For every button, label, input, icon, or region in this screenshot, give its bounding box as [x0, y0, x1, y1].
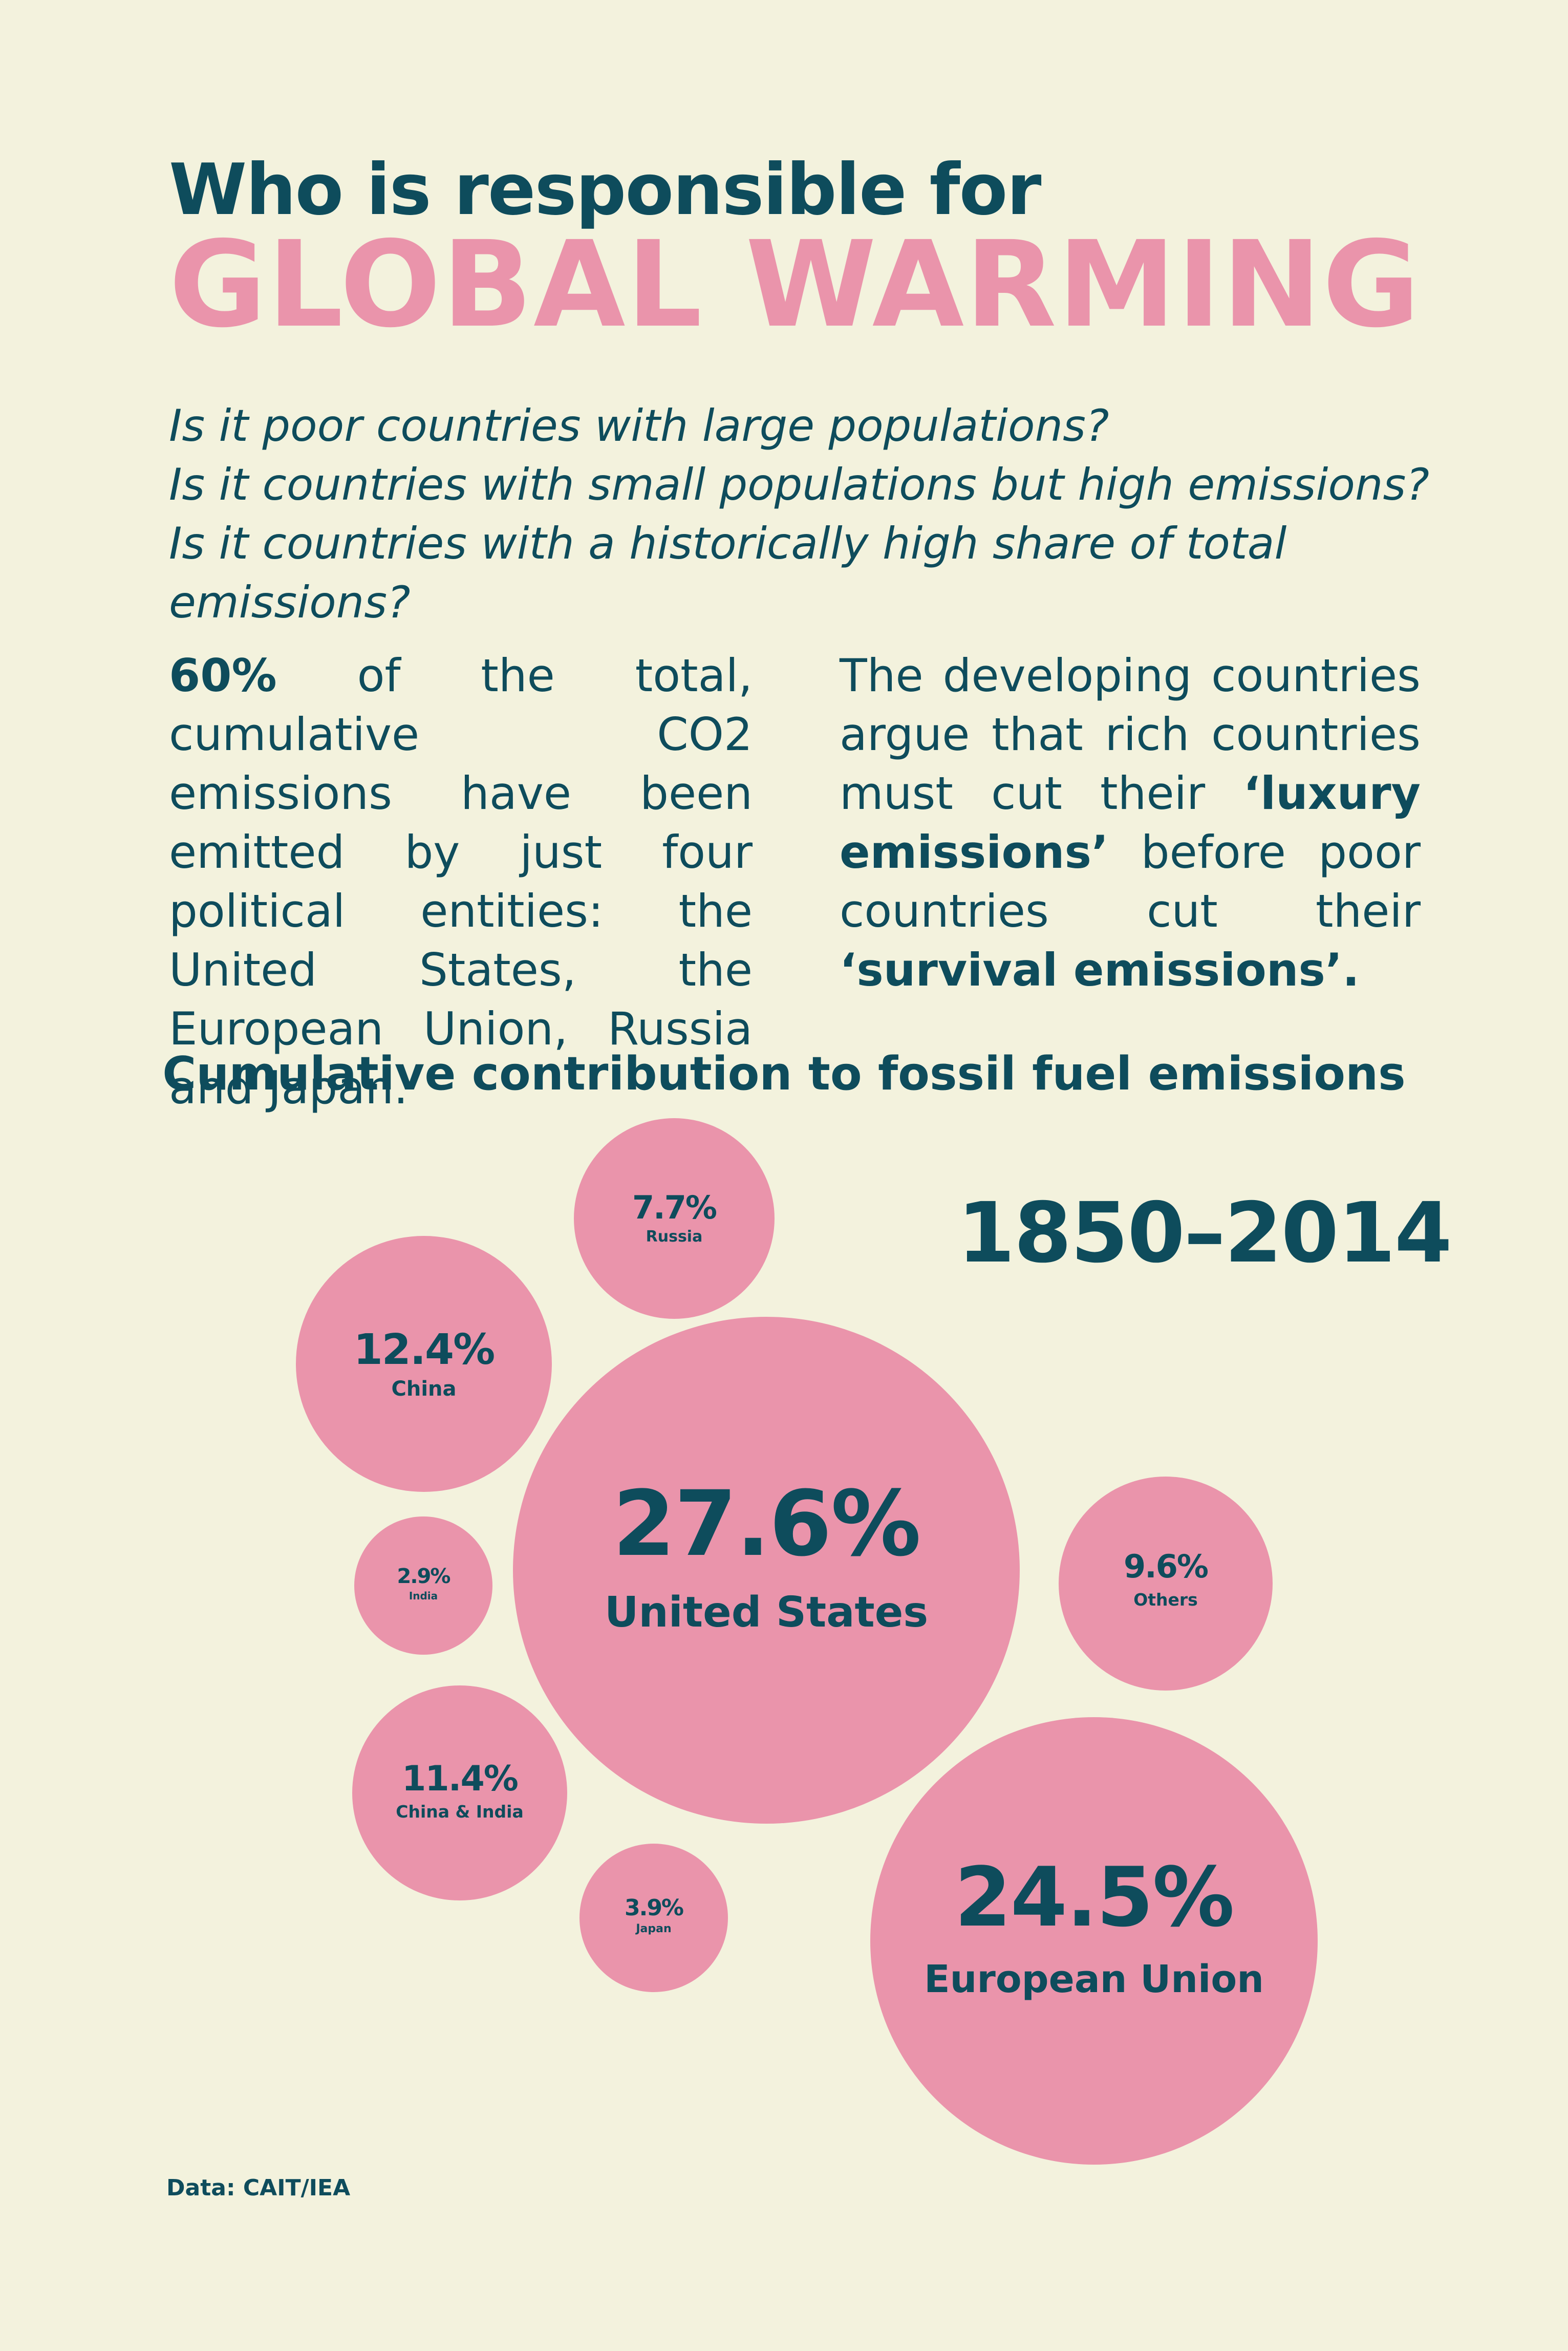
left-paragraph-text: of the total, cumulative CO2 emissions h…	[169, 649, 753, 1114]
left-paragraph: 60% of the total, cumulative CO2 emissio…	[169, 646, 753, 1117]
right-paragraph-text-2: before poor countries cut their	[840, 826, 1421, 937]
bubble-value-india: 2.9%	[397, 1565, 450, 1588]
question-2: Is it countries with small populations b…	[169, 459, 1430, 510]
bubble-label-japan: Japan	[635, 1922, 671, 1935]
right-paragraph-highlight-2: ‘survival emissions’.	[840, 944, 1360, 996]
bubble-label-united-states: United States	[605, 1588, 928, 1637]
bubble-russia: 7.7% Russia	[574, 1118, 775, 1319]
bubble-value-russia: 7.7%	[632, 1189, 717, 1226]
bubble-japan: 3.9%Japan	[579, 1844, 728, 1992]
bubble-circle-india	[354, 1516, 492, 1655]
title-line-2: GLOBAL WARMING	[169, 216, 1421, 354]
bubble-circle-china	[296, 1236, 552, 1492]
question-3-continued: emissions?	[169, 577, 411, 628]
bubble-circle-china-india	[352, 1685, 567, 1900]
bubble-circle-united-states	[513, 1317, 1020, 1824]
bubble-value-others: 9.6%	[1124, 1548, 1208, 1585]
bubble-india: 2.9% India	[354, 1516, 492, 1655]
left-paragraph-highlight: 60%	[169, 649, 277, 702]
bubble-value-united-states: 27.6%	[613, 1471, 920, 1576]
bubble-circle-others	[1059, 1477, 1273, 1691]
right-paragraph: The developing countries argue that rich…	[840, 646, 1421, 999]
right-paragraph-highlight-1: ‘luxury emissions’	[840, 767, 1421, 879]
title-line-1: Who is responsible for	[169, 148, 1041, 231]
bubble-european-union: 24.5% European Union	[870, 1717, 1318, 2165]
bubble-china: 12.4% China	[296, 1236, 552, 1492]
bubble-label-china-india: China & India	[396, 1802, 524, 1822]
bubble-label-china: China	[391, 1377, 456, 1401]
chart-period: 1850–2014	[957, 1185, 1452, 1281]
right-paragraph-text-1: The developing countries argue that rich…	[840, 649, 1421, 820]
bubble-label-russia: Russia	[646, 1228, 703, 1246]
bubble-circle-russia	[574, 1118, 775, 1319]
bubble-circle-japan	[579, 1844, 728, 1992]
questions-block: Is it poor countries with large populati…	[169, 397, 1430, 632]
question-3: Is it countries with a historically high…	[169, 518, 1287, 569]
bubble-label-india: India	[409, 1590, 438, 1602]
bubble-value-european-union: 24.5%	[954, 1849, 1233, 1945]
bubble-label-european-union: European Union	[924, 1957, 1264, 2001]
bubble-value-china: 12.4%	[354, 1326, 494, 1374]
bubble-value-japan: 3.9%	[625, 1895, 683, 1921]
bubble-china-india: 11.4% China & India	[352, 1685, 567, 1900]
bubble-value-china-india: 11.4%	[402, 1759, 518, 1799]
bubble-united-states: 27.6% United States	[513, 1317, 1020, 1824]
bubble-label-others: Others	[1133, 1590, 1198, 1610]
data-source: Data: CAIT/IEA	[166, 2175, 351, 2201]
chart-title: Cumulative contribution to fossil fuel e…	[162, 1047, 1406, 1101]
bubble-circle-european-union	[870, 1717, 1318, 2165]
bubble-others: 9.6% Others	[1059, 1477, 1273, 1691]
question-1: Is it poor countries with large populati…	[169, 400, 1109, 452]
